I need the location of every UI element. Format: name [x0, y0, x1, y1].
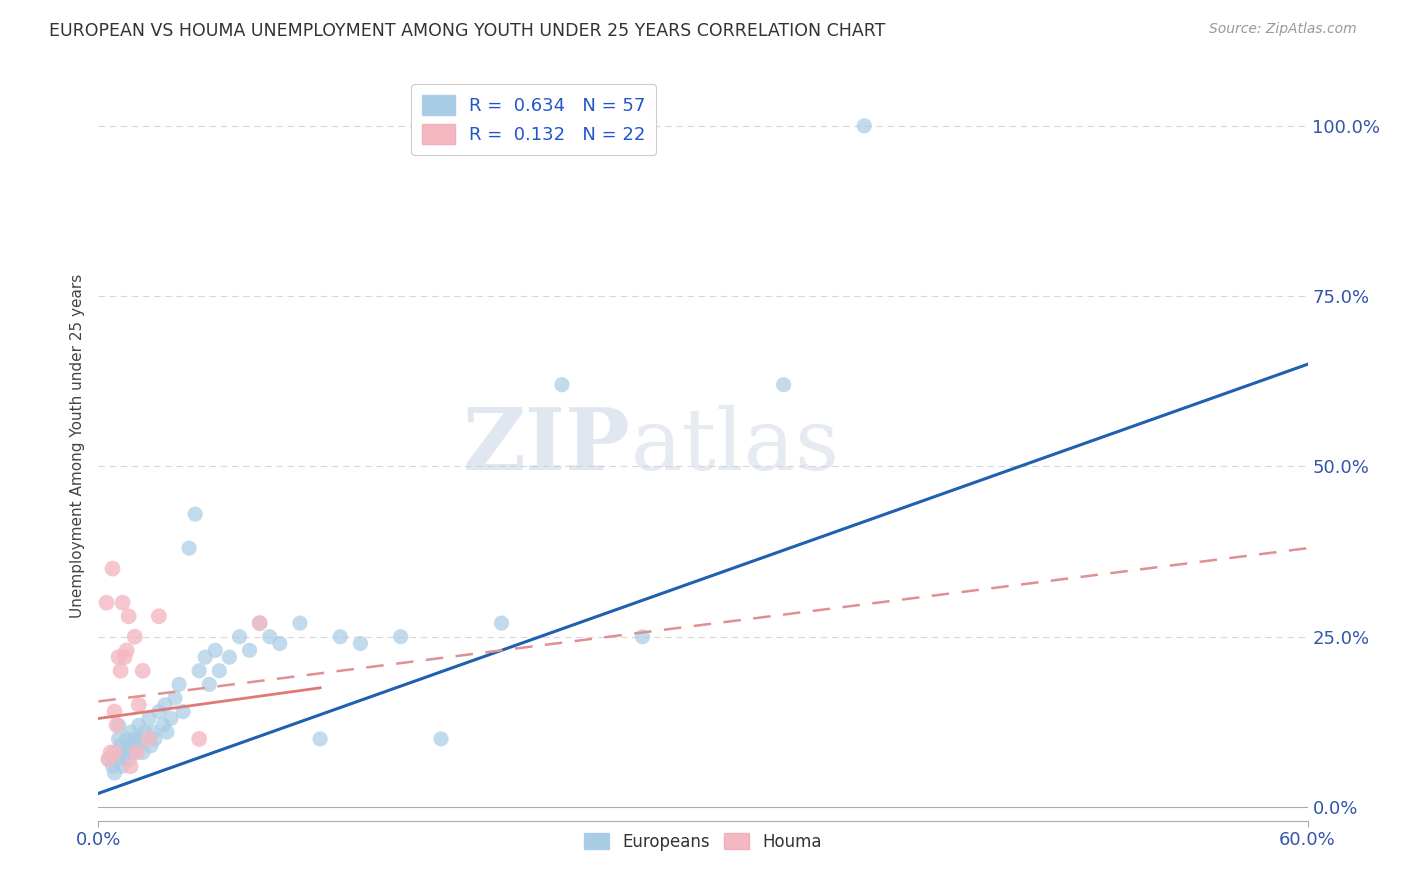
Point — [156, 725, 179, 739]
Point — [97, 752, 120, 766]
Point — [125, 739, 148, 753]
Point — [115, 643, 138, 657]
Point — [107, 650, 129, 665]
Point — [143, 731, 166, 746]
Point — [194, 650, 217, 665]
Point — [329, 630, 352, 644]
Point — [288, 616, 311, 631]
Point — [772, 377, 794, 392]
Point — [349, 636, 371, 650]
Point — [167, 677, 190, 691]
Point — [142, 725, 165, 739]
Point — [107, 718, 129, 732]
Point — [103, 746, 125, 760]
Point — [152, 718, 174, 732]
Text: atlas: atlas — [630, 404, 839, 488]
Point — [96, 596, 118, 610]
Point — [107, 752, 129, 766]
Point — [188, 664, 211, 678]
Point — [188, 731, 211, 746]
Point — [430, 731, 453, 746]
Point — [853, 119, 876, 133]
Point — [198, 677, 221, 691]
Point — [121, 746, 143, 760]
Point — [105, 746, 128, 760]
Point — [631, 630, 654, 644]
Point — [139, 739, 162, 753]
Point — [97, 752, 120, 766]
Point — [124, 731, 146, 746]
Point — [148, 609, 170, 624]
Point — [269, 636, 291, 650]
Point — [125, 746, 148, 760]
Point — [105, 718, 128, 732]
Point — [218, 650, 240, 665]
Point — [153, 698, 176, 712]
Point — [115, 731, 138, 746]
Point — [204, 643, 226, 657]
Point — [114, 650, 136, 665]
Point — [128, 718, 150, 732]
Legend: Europeans, Houma: Europeans, Houma — [578, 826, 828, 857]
Point — [249, 616, 271, 631]
Point — [118, 609, 141, 624]
Point — [132, 746, 155, 760]
Point — [148, 705, 170, 719]
Point — [120, 759, 142, 773]
Point — [124, 630, 146, 644]
Point — [103, 766, 125, 780]
Point — [184, 507, 207, 521]
Point — [138, 731, 160, 746]
Point — [101, 561, 124, 575]
Y-axis label: Unemployment Among Youth under 25 years: Unemployment Among Youth under 25 years — [69, 274, 84, 618]
Point — [110, 664, 132, 678]
Point — [132, 664, 155, 678]
Point — [101, 759, 124, 773]
Text: EUROPEAN VS HOUMA UNEMPLOYMENT AMONG YOUTH UNDER 25 YEARS CORRELATION CHART: EUROPEAN VS HOUMA UNEMPLOYMENT AMONG YOU… — [49, 22, 886, 40]
Point — [249, 616, 271, 631]
Point — [111, 596, 134, 610]
Point — [551, 377, 574, 392]
Point — [107, 731, 129, 746]
Point — [118, 752, 141, 766]
Point — [128, 698, 150, 712]
Point — [129, 731, 152, 746]
Point — [118, 739, 141, 753]
Point — [228, 630, 250, 644]
Point — [111, 759, 134, 773]
Point — [160, 711, 183, 725]
Text: ZIP: ZIP — [463, 404, 630, 488]
Point — [134, 725, 156, 739]
Text: Source: ZipAtlas.com: Source: ZipAtlas.com — [1209, 22, 1357, 37]
Point — [103, 705, 125, 719]
Point — [179, 541, 201, 556]
Point — [389, 630, 412, 644]
Point — [163, 691, 186, 706]
Point — [208, 664, 231, 678]
Point — [138, 711, 160, 725]
Point — [259, 630, 281, 644]
Point — [120, 725, 142, 739]
Point — [239, 643, 262, 657]
Point — [172, 705, 194, 719]
Point — [309, 731, 332, 746]
Point — [491, 616, 513, 631]
Point — [100, 746, 122, 760]
Point — [114, 746, 136, 760]
Point — [110, 739, 132, 753]
